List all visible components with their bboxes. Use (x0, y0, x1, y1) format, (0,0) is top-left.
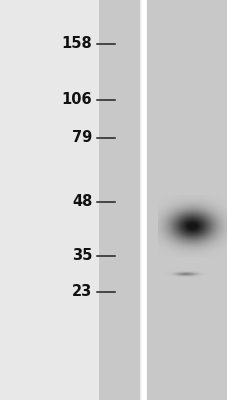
Text: 35: 35 (72, 248, 92, 264)
Text: 79: 79 (72, 130, 92, 146)
Text: 23: 23 (72, 284, 92, 300)
Text: 48: 48 (72, 194, 92, 210)
Text: 106: 106 (62, 92, 92, 108)
Bar (146, 0, 227, 400)
Text: 158: 158 (61, 36, 92, 52)
Bar (99, 0, 140, 400)
